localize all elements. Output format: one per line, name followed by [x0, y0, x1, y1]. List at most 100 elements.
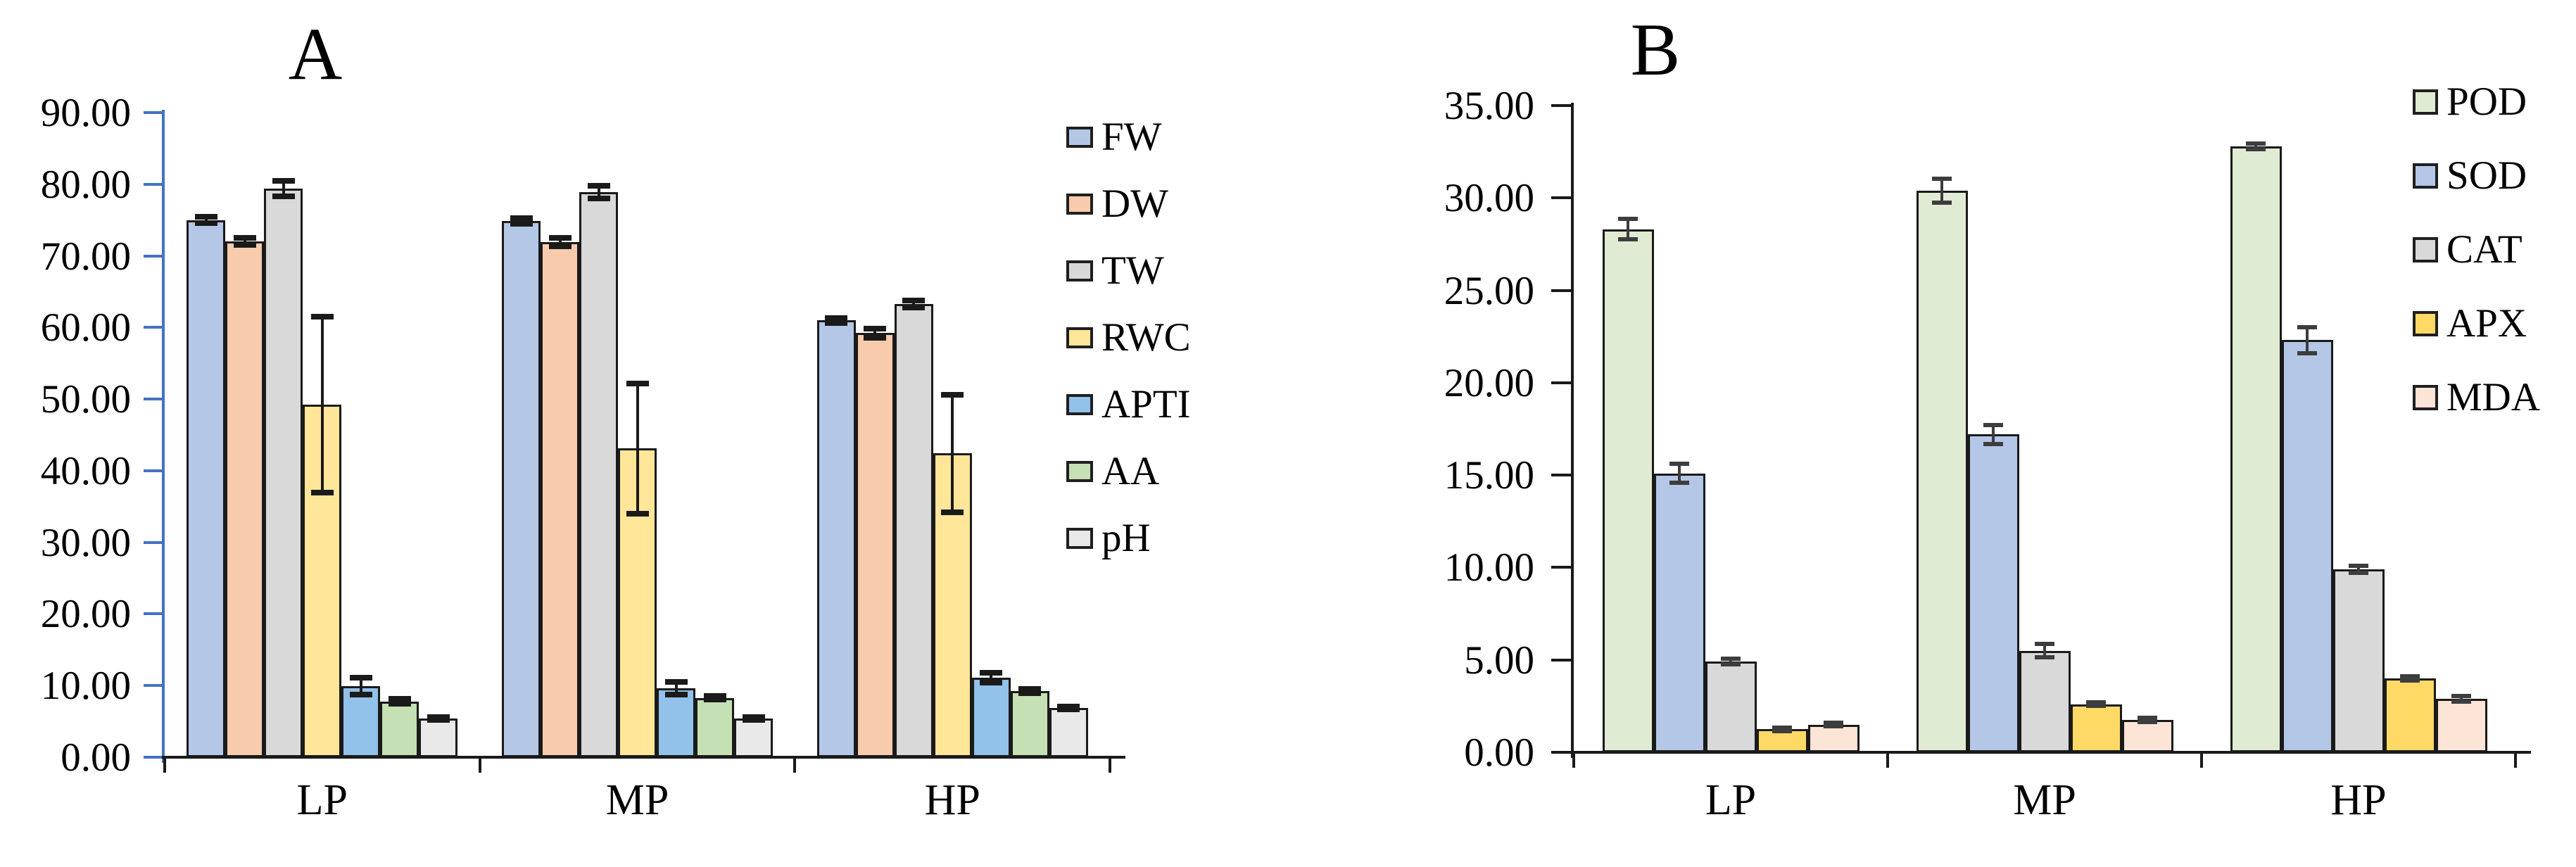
error-cap-top-DW-HP — [864, 326, 887, 332]
y-tick-label: 30.00 — [1444, 176, 1534, 221]
legend: POD SOD CAT APX MDA — [2413, 82, 2540, 417]
y-axis-tick — [1551, 566, 1571, 569]
error-bar-APTI-MP — [674, 682, 678, 695]
x-axis-tick — [1109, 757, 1112, 773]
x-category-label-MP: MP — [605, 776, 669, 824]
bar-CAT-HP — [2332, 569, 2385, 752]
error-bar-FW-LP — [204, 217, 208, 224]
x-axis-tick — [793, 757, 797, 773]
x-axis-tick — [1886, 752, 1889, 768]
bar-AA-MP — [695, 697, 735, 757]
legend-label-TW: TW — [1101, 248, 1164, 293]
error-bar-RWC-LP — [320, 317, 324, 493]
error-cap-bottom-AA-LP — [388, 701, 411, 707]
error-cap-top-APX-LP — [1772, 725, 1792, 730]
bar-POD-LP — [1602, 229, 1654, 752]
error-cap-bottom-APX-HP — [2400, 678, 2420, 683]
error-bar-APTI-HP — [990, 672, 993, 683]
error-bar-CAT-LP — [1729, 659, 1732, 665]
y-tick-label: 80.00 — [40, 162, 131, 207]
bar-SOD-MP — [1967, 434, 2019, 752]
y-axis — [162, 110, 165, 763]
error-cap-top-FW-HP — [825, 315, 848, 321]
legend-label-MDA: MDA — [2446, 375, 2541, 419]
error-cap-top-POD-HP — [2246, 141, 2266, 146]
legend-swatch-APTI — [1066, 393, 1093, 415]
legend-label-RWC: RWC — [1101, 315, 1191, 360]
legend-item-CAT: CAT — [2413, 229, 2540, 270]
panel-a-plot-area — [144, 110, 1126, 773]
panel-a-chart: A 0.00 10.00 20.00 30.00 40.00 50.00 60.00 70.0… — [40, 17, 1191, 824]
legend-item-MDA: MDA — [2413, 377, 2540, 417]
error-cap-top-APX-MP — [2086, 700, 2106, 705]
legend-label-pH: pH — [1101, 516, 1151, 560]
y-tick-label: 40.00 — [40, 448, 131, 493]
y-axis-tick — [1551, 104, 1571, 107]
error-cap-top-TW-LP — [272, 177, 295, 184]
error-cap-top-RWC-HP — [941, 392, 964, 398]
y-axis-tick — [1551, 658, 1571, 662]
error-cap-bottom-TW-LP — [272, 194, 295, 200]
bar-MDA-MP — [2121, 720, 2173, 752]
bar-FW-HP — [816, 320, 856, 757]
y-axis-tick — [144, 469, 162, 472]
error-bar-SOD-LP — [1678, 464, 1681, 483]
legend-swatch-APX — [2413, 310, 2438, 336]
bar-SOD-LP — [1653, 473, 1705, 752]
error-cap-bottom-APTI-LP — [349, 692, 372, 698]
bar-APTI-HP — [971, 678, 1011, 757]
error-cap-bottom-RWC-LP — [310, 490, 334, 496]
error-cap-top-AA-MP — [703, 692, 726, 699]
error-cap-bottom-MDA-HP — [2451, 699, 2471, 704]
error-cap-top-RWC-LP — [310, 314, 334, 320]
error-cap-bottom-FW-MP — [510, 220, 533, 227]
y-tick-label: 10.00 — [1444, 545, 1534, 590]
bar-POD-HP — [2230, 146, 2282, 752]
bar-APTI-MP — [657, 688, 696, 757]
bar-DW-MP — [541, 242, 580, 757]
error-cap-bottom-AA-MP — [703, 697, 726, 703]
error-cap-top-MDA-LP — [1824, 720, 1843, 725]
x-category-label-MP: MP — [2013, 776, 2076, 824]
error-cap-bottom-MDA-MP — [2138, 720, 2157, 725]
x-category-label-LP: LP — [296, 776, 348, 824]
legend-item-APTI: APTI — [1066, 384, 1191, 424]
legend-swatch-RWC — [1066, 327, 1093, 348]
legend-label-AA: AA — [1101, 449, 1160, 493]
error-cap-bottom-FW-LP — [194, 220, 217, 227]
legend-item-TW: TW — [1066, 251, 1191, 291]
error-bar-RWC-HP — [951, 395, 954, 512]
error-cap-top-CAT-LP — [1721, 657, 1741, 662]
x-axis-tick — [2200, 752, 2203, 768]
error-cap-bottom-pH-LP — [427, 717, 450, 723]
panel-b-chart: B 0.00 5.00 10.00 15.00 20.00 25.00 30.00 35.00… — [1288, 0, 2576, 867]
error-cap-top-DW-LP — [233, 235, 256, 241]
error-cap-bottom-APX-LP — [1772, 728, 1792, 733]
legend: FW DW TW RWC APTI AA pH — [1066, 117, 1191, 558]
legend-label-CAT: CAT — [2446, 227, 2523, 272]
y-tick-label: 70.00 — [40, 234, 131, 279]
error-cap-top-TW-HP — [902, 297, 926, 303]
error-cap-top-TW-MP — [587, 182, 610, 189]
y-axis-tick — [1551, 751, 1571, 754]
error-cap-top-APX-HP — [2400, 673, 2420, 678]
error-cap-top-RWC-MP — [626, 380, 649, 386]
legend-item-AA: AA — [1066, 451, 1191, 491]
error-bar-DW-LP — [243, 238, 246, 246]
error-bar-DW-MP — [558, 238, 562, 247]
legend-item-APX: APX — [2413, 303, 2540, 343]
error-cap-top-SOD-MP — [1983, 423, 2003, 428]
legend-swatch-POD — [2413, 89, 2438, 115]
error-cap-top-CAT-HP — [2349, 563, 2368, 568]
x-axis-tick — [2514, 752, 2517, 768]
error-bar-SOD-MP — [1992, 425, 1995, 444]
legend-label-FW: FW — [1101, 115, 1162, 159]
y-tick-label: 20.00 — [40, 592, 131, 637]
error-bar-CAT-MP — [2043, 644, 2046, 657]
error-cap-top-SOD-LP — [1669, 462, 1689, 467]
error-cap-bottom-POD-HP — [2246, 146, 2266, 151]
y-tick-label: 50.00 — [40, 377, 131, 422]
error-cap-top-AA-HP — [1018, 686, 1042, 692]
error-cap-top-APTI-HP — [980, 669, 1003, 676]
bar-MDA-HP — [2435, 698, 2487, 752]
